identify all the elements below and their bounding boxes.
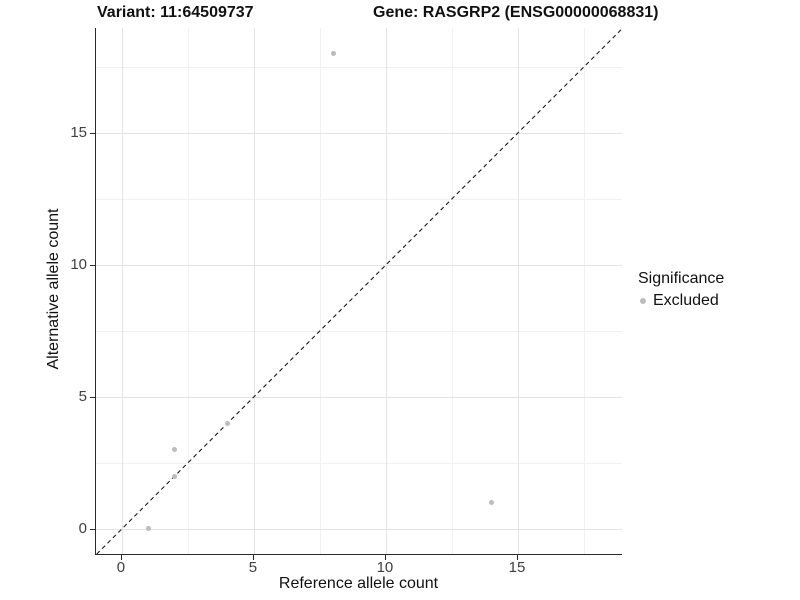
x-axis-title: Reference allele count (278, 575, 439, 592)
y-axis-tick-label: 5 (78, 387, 87, 405)
gridline-major-vertical (253, 28, 255, 554)
y-axis-tick (90, 264, 95, 266)
x-axis-tick (252, 555, 254, 560)
plot-panel (95, 28, 622, 555)
gridline-major-horizontal (96, 396, 622, 398)
gridline-major-horizontal (96, 132, 622, 134)
gridline-minor-horizontal (96, 330, 622, 332)
data-point (172, 473, 178, 479)
gridline-minor-horizontal (96, 462, 622, 464)
y-axis-title: Alternative allele count (45, 208, 62, 370)
data-point (330, 51, 336, 57)
x-axis-tick-label: 5 (248, 559, 258, 576)
x-axis-tick (120, 555, 122, 560)
legend: Significance Excluded (638, 270, 724, 310)
gridline-minor-horizontal (96, 66, 622, 68)
x-axis-tick (384, 555, 386, 560)
legend-entry-label: Excluded (653, 292, 719, 309)
y-axis-tick (90, 396, 95, 398)
data-point (489, 500, 495, 505)
data-point (172, 447, 178, 453)
gridline-minor-vertical (451, 28, 453, 554)
x-axis-tick (516, 555, 518, 560)
y-axis-tick-label: 0 (78, 519, 87, 537)
y-axis-tick (90, 528, 95, 530)
data-point (145, 526, 151, 532)
y-axis-tick-label: 15 (70, 123, 87, 141)
legend-entry-excluded: Excluded (640, 292, 724, 310)
data-point (225, 420, 230, 426)
gridline-minor-horizontal (96, 198, 622, 200)
gridline-major-vertical (517, 28, 519, 554)
gridline-minor-vertical (319, 28, 321, 554)
gridline-major-vertical (385, 28, 387, 554)
gridline-major-horizontal (96, 528, 622, 530)
variant-title: Variant: 11:64509737 (97, 4, 254, 21)
y-axis-tick (90, 132, 95, 134)
gene-title: Gene: RASGRP2 (ENSG00000068831) (373, 4, 659, 21)
legend-key-dot-icon (640, 298, 646, 304)
y-axis-tick-label: 10 (70, 255, 87, 273)
x-axis-tick-label: 0 (116, 559, 126, 576)
x-axis-tick-label: 10 (376, 559, 394, 576)
gridline-major-vertical (121, 28, 123, 554)
gridline-minor-vertical (187, 28, 189, 554)
legend-title: Significance (638, 270, 725, 287)
gridline-minor-vertical (583, 28, 585, 554)
x-axis-tick-label: 15 (508, 559, 526, 576)
gridline-major-horizontal (96, 264, 622, 266)
